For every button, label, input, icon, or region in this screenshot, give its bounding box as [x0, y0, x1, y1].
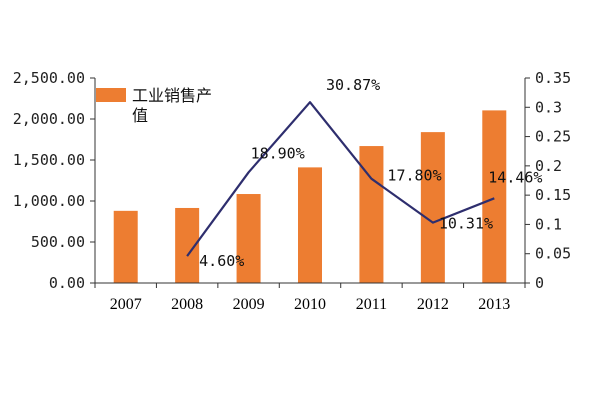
data-label-2011: 17.80% — [387, 167, 441, 185]
y-left-tick-label: 500.00 — [31, 233, 85, 251]
line-series — [186, 101, 495, 257]
y-right-tick-label: 0.1 — [535, 215, 562, 233]
bar-series — [113, 110, 507, 283]
data-label-2010: 30.87% — [326, 76, 380, 94]
y-right-tick-label: 0 — [535, 274, 544, 292]
data-labels: 4.60% 18.90% 30.87% 17.80% 10.31% 14.46% — [199, 76, 542, 270]
legend-label-line1: 工业销售产 — [132, 86, 212, 105]
tick-labels: 0.00 500.00 1,000.00 1,500.00 2,000.00 2,500.… — [13, 69, 571, 313]
y-right-tick-label: 0.25 — [535, 128, 571, 146]
y-left-tick-label: 1,500.00 — [13, 151, 85, 169]
x-tick-label-2013: 2013 — [478, 296, 510, 313]
y-right-tick-label: 0.3 — [535, 98, 562, 116]
y-right-tick-label: 0.05 — [535, 245, 571, 263]
bar-2007 — [113, 210, 138, 283]
bar-2013 — [482, 110, 507, 283]
x-tick-label-2010: 2010 — [294, 296, 326, 313]
y-left-tick-label: 2,000.00 — [13, 110, 85, 128]
data-label-2008: 4.60% — [199, 252, 244, 270]
x-tick-label-2012: 2012 — [417, 296, 449, 313]
bar-2012 — [420, 132, 445, 283]
x-tick-label-2011: 2011 — [356, 296, 387, 313]
data-label-2012: 10.31% — [439, 215, 493, 233]
y-right-tick-label: 0.15 — [535, 186, 571, 204]
y-right-tick-label: 0.2 — [535, 157, 562, 175]
y-left-tick-label: 1,000.00 — [13, 192, 85, 210]
bar-2010 — [298, 167, 322, 283]
y-left-tick-label: 2,500.00 — [13, 69, 85, 87]
axes — [90, 77, 530, 288]
y-left-tick-label: 0.00 — [49, 274, 85, 292]
data-label-2009: 18.90% — [251, 144, 305, 162]
growth-rate-line — [186, 101, 495, 257]
bar-2009 — [236, 194, 261, 283]
x-tick-label-2009: 2009 — [233, 296, 265, 313]
y-right-tick-label: 0.35 — [535, 69, 571, 87]
data-label-2013: 14.46% — [488, 168, 542, 186]
x-tick-label-2008: 2008 — [171, 296, 203, 313]
legend-swatch — [96, 88, 126, 102]
legend-label-line2: 值 — [132, 106, 148, 125]
x-tick-label-2007: 2007 — [110, 296, 142, 313]
